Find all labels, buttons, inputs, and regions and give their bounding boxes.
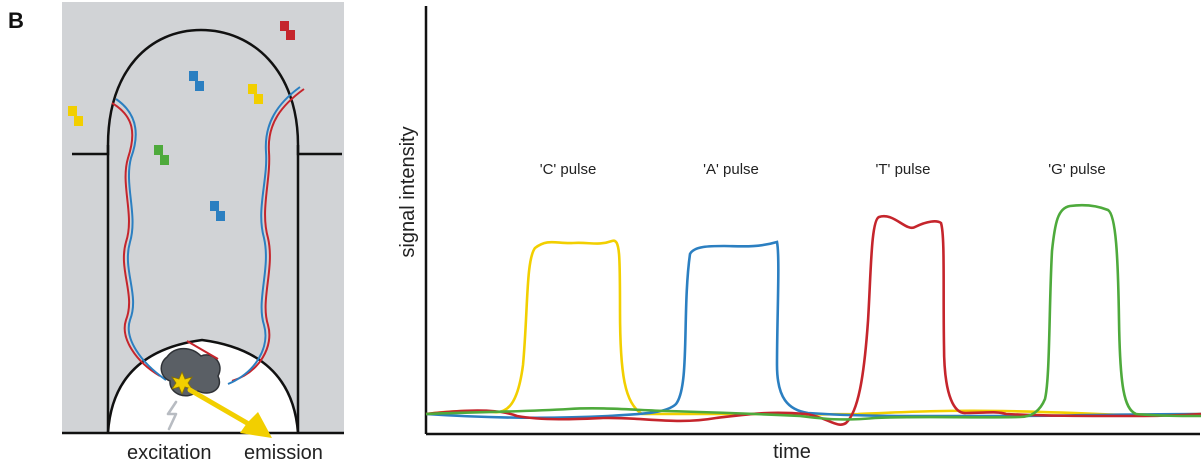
well-outline — [72, 28, 342, 156]
signal-plot: time signal intensity 'C' pulse 'A' puls… — [397, 6, 1202, 459]
nucleotide-blue-top — [189, 71, 204, 91]
dna-strand-right-red — [231, 88, 305, 382]
pulse-label-g: 'G' pulse — [1048, 161, 1105, 178]
nucleotide-yellow-left — [68, 106, 83, 126]
dna-strand-right-blue — [227, 86, 301, 385]
panel-label: B — [8, 8, 24, 33]
dna-strand-left-blue — [115, 98, 167, 381]
nucleotide-yellow-right — [248, 84, 263, 104]
lightning-icon — [166, 400, 178, 431]
emission-arrow-head — [240, 412, 272, 438]
dna-strand-left-red — [111, 102, 161, 377]
trace-a — [425, 240, 1202, 420]
nucleotide-blue-middle — [210, 201, 225, 221]
pulse-label-t: 'T' pulse — [876, 161, 931, 178]
polymerase-thread — [186, 340, 219, 360]
y-axis-label: signal intensity — [397, 126, 419, 257]
well-walls — [106, 145, 300, 433]
pulse-label-a: 'A' pulse — [703, 161, 759, 178]
emission-arrow-shaft — [187, 387, 250, 426]
nucleotide-red — [280, 21, 295, 40]
x-axis-label: time — [773, 441, 811, 459]
excitation-label: excitation — [127, 442, 212, 459]
zmw-diagram: excitation emission — [62, 2, 344, 459]
trace-t — [425, 214, 1202, 426]
trace-g — [425, 203, 1202, 421]
excitation-burst — [171, 370, 193, 396]
pulse-label-c: 'C' pulse — [540, 161, 597, 178]
nucleotide-green — [154, 145, 169, 165]
trace-c — [425, 239, 1202, 417]
emission-label: emission — [244, 442, 323, 459]
